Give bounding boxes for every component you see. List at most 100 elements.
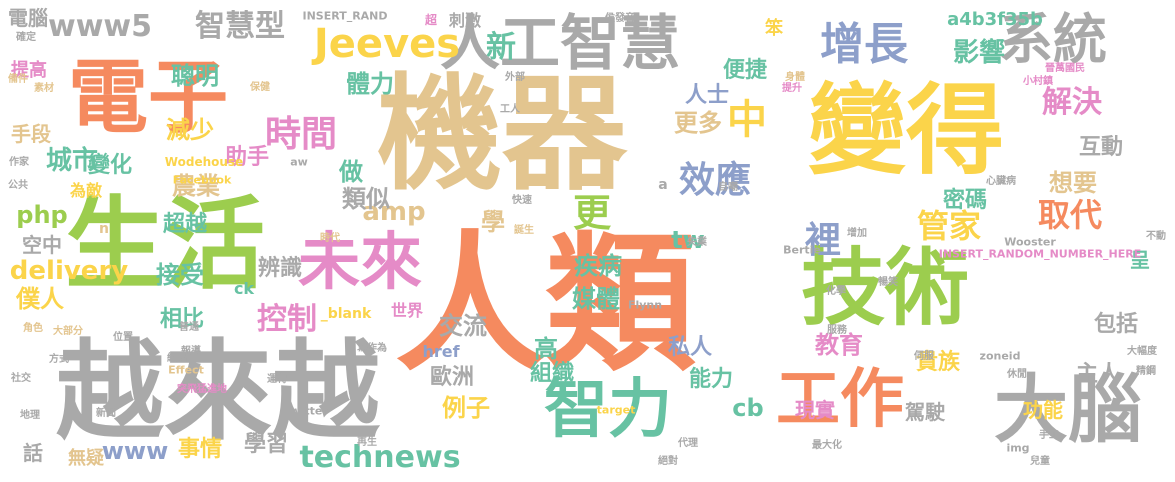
cloud-word: Flynn [627, 298, 663, 312]
cloud-word: 心臟病 [986, 176, 1016, 187]
cloud-word: 機器 [377, 62, 627, 208]
cloud-word: 更 [572, 191, 612, 235]
cloud-word: 刺激 [448, 11, 482, 30]
cloud-word: 提升 [782, 83, 802, 94]
cloud-word: 電子 [68, 51, 228, 144]
cloud-word: 最大化 [812, 440, 842, 451]
cloud-word: 影響 [952, 38, 1006, 68]
cloud-word: 大幅度 [1127, 346, 1157, 357]
cloud-word: 學 [481, 208, 505, 236]
cloud-word: 新 [486, 30, 516, 65]
cloud-word: 外部 [505, 72, 525, 83]
cloud-word: Bertie [783, 243, 821, 257]
cloud-word: 聰明 [171, 62, 219, 90]
cloud-word: 公共 [8, 180, 28, 191]
cloud-word: 網路 [167, 353, 187, 364]
cloud-word: n [99, 221, 109, 237]
cloud-word: 疾病 [574, 252, 622, 280]
cloud-word: Facebook [172, 173, 232, 187]
cloud-word: 超越 [162, 212, 208, 237]
cloud-word: 失業 [687, 237, 707, 248]
cloud-word: 工作 [776, 363, 904, 437]
cloud-word: 絕對 [658, 456, 678, 467]
cloud-word: 兒童 [1030, 456, 1050, 467]
cloud-word: 未來 [297, 225, 423, 298]
cloud-word: 精鋼 [1136, 366, 1156, 377]
cloud-word: 不動 [1146, 231, 1166, 242]
cloud-word: 自嘲 [718, 182, 738, 193]
cloud-word: href [422, 342, 460, 361]
cloud-word: 小村鎮 [1023, 76, 1053, 87]
cloud-word: Wodehouse [164, 155, 244, 169]
cloud-word: 備件 [8, 74, 28, 85]
cloud-word: 晉萬國民 [1045, 63, 1085, 74]
cloud-word: Effect [168, 363, 204, 377]
cloud-word: 駕駛 [905, 400, 945, 424]
cloud-word: 更多 [674, 109, 722, 137]
cloud-word: 身體 [785, 72, 805, 83]
cloud-word: 教育 [815, 331, 863, 359]
cloud-word: 代理 [678, 438, 698, 449]
cloud-word: 話 [23, 441, 43, 465]
cloud-word: 確定 [16, 32, 36, 43]
cloud-word: 體力 [346, 70, 394, 98]
cloud-word: 方式 [49, 354, 69, 365]
cloud-word: 快速 [512, 195, 532, 206]
cloud-word: 想要 [1049, 169, 1097, 197]
cloud-word: 減少 [166, 116, 214, 144]
cloud-word: 手段 [11, 122, 51, 146]
cloud-word: 助手 [224, 145, 270, 170]
cloud-word: 密碼 [942, 188, 988, 213]
cloud-word: 媒體 [572, 285, 620, 313]
cloud-word: 中 [727, 97, 767, 143]
cloud-word: 暢笑 [878, 277, 898, 288]
cloud-word: 例子 [442, 394, 490, 422]
cloud-word: 作家 [9, 157, 29, 168]
cloud-word: 手工 [1039, 430, 1059, 441]
cloud-word: 人士 [684, 83, 730, 108]
cloud-word: zoneid [979, 349, 1021, 363]
cloud-word: 效應 [678, 160, 752, 201]
cloud-word: 互動 [1078, 135, 1124, 160]
cloud-word: 交流 [439, 312, 487, 340]
cloud-word: 人類 [394, 218, 696, 392]
cloud-word: 解決 [1042, 85, 1102, 120]
cloud-word: 功能 [1023, 398, 1063, 422]
cloud-word: 事情 [177, 437, 223, 462]
cloud-word: 智慧型 [195, 9, 285, 44]
cloud-word: 服務 [827, 325, 847, 336]
cloud-word: 辨識 [257, 256, 303, 281]
cloud-word: 空中 [22, 233, 62, 257]
cloud-word: 主人 [1075, 362, 1121, 387]
cloud-word: 地理 [20, 410, 40, 421]
cloud-word: _blank [320, 306, 372, 322]
cloud-word: 化學 [826, 286, 846, 297]
cloud-word: INSERT_RANDOM_NUMBER_HERE [938, 247, 1142, 261]
cloud-word: 增加 [847, 228, 867, 239]
cloud-word: 運轉 [267, 374, 287, 385]
cloud-word: 控制 [257, 302, 317, 337]
cloud-word: 農業 [172, 172, 220, 200]
cloud-word: 人工智慧 [440, 9, 680, 79]
cloud-word: 組織 [529, 361, 575, 386]
cloud-word: 笨 [765, 18, 783, 39]
cloud-word: 時代 [320, 233, 340, 244]
cloud-word: aw [290, 155, 308, 169]
cloud-word: www5 [47, 9, 153, 44]
cloud-word: img [1006, 441, 1030, 455]
cloud-word: 超 [424, 13, 438, 27]
cloud-word: Twitter [284, 404, 328, 418]
cloud-word: 時間 [264, 114, 338, 155]
cloud-word: 城市 [45, 146, 99, 176]
cloud-word: 大部分 [53, 326, 83, 337]
cloud-word: 提高 [11, 60, 47, 81]
cloud-word: 大腦 [994, 367, 1142, 453]
cloud-word: 再生 [357, 437, 377, 448]
cloud-word: 僕人 [16, 285, 64, 313]
cloud-word: 裡 [804, 220, 842, 261]
cloud-word: 系統 [999, 8, 1107, 71]
cloud-word: 技術 [800, 239, 970, 337]
cloud-word: Jeeves [313, 21, 461, 67]
cloud-word: a [658, 177, 668, 193]
